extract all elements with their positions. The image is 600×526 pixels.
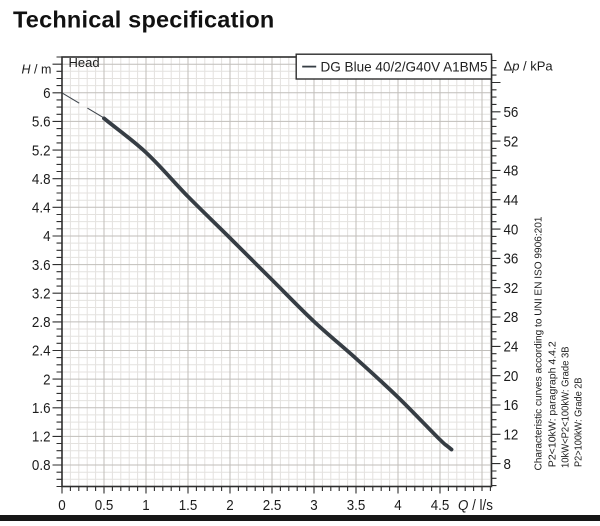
svg-text:H / m: H / m	[22, 62, 52, 76]
svg-text:2: 2	[226, 497, 233, 514]
svg-text:5.6: 5.6	[32, 114, 51, 131]
svg-text:0: 0	[58, 497, 65, 514]
svg-text:8: 8	[504, 456, 511, 473]
svg-text:24: 24	[504, 339, 519, 356]
svg-text:Characteristic curves accordin: Characteristic curves according to UNI E…	[534, 216, 545, 470]
svg-text:32: 32	[504, 280, 519, 297]
svg-text:1.2: 1.2	[32, 429, 51, 446]
svg-text:Δp / kPa: Δp / kPa	[504, 59, 554, 74]
svg-text:2.5: 2.5	[263, 497, 282, 514]
svg-text:52: 52	[504, 134, 519, 151]
svg-text:2.8: 2.8	[32, 314, 51, 331]
svg-text:0.5: 0.5	[95, 497, 114, 514]
svg-text:3: 3	[310, 497, 317, 514]
svg-text:3.2: 3.2	[32, 286, 51, 303]
svg-text:P2<10kW: paragraph 4.4.2: P2<10kW: paragraph 4.4.2	[548, 341, 559, 467]
svg-text:3.5: 3.5	[347, 497, 366, 514]
svg-text:1.6: 1.6	[32, 400, 51, 417]
svg-text:1: 1	[142, 497, 149, 514]
svg-text:DG Blue 40/2/G40V A1BM5: DG Blue 40/2/G40V A1BM5	[321, 58, 488, 74]
svg-text:4.5: 4.5	[431, 497, 450, 514]
svg-text:4: 4	[43, 228, 50, 245]
svg-text:Head: Head	[69, 55, 100, 70]
svg-text:2: 2	[43, 372, 50, 389]
svg-text:48: 48	[504, 163, 519, 180]
svg-text:28: 28	[504, 309, 519, 326]
svg-text:1.5: 1.5	[179, 497, 198, 514]
svg-text:4.8: 4.8	[32, 171, 51, 188]
svg-text:P2>100kW: Grade 2B: P2>100kW: Grade 2B	[574, 377, 585, 467]
svg-text:44: 44	[504, 192, 519, 209]
svg-text:4.4: 4.4	[32, 200, 51, 217]
svg-text:2.4: 2.4	[32, 343, 51, 360]
svg-text:10kW<P2<100kW: Grade 3B: 10kW<P2<100kW: Grade 3B	[561, 346, 572, 468]
svg-text:5.2: 5.2	[32, 143, 51, 160]
svg-text:40: 40	[504, 222, 519, 239]
svg-text:56: 56	[504, 104, 519, 121]
svg-text:20: 20	[504, 368, 519, 385]
svg-text:Technical specification: Technical specification	[13, 7, 274, 33]
svg-text:12: 12	[504, 427, 519, 444]
svg-text:0.8: 0.8	[32, 457, 51, 474]
svg-text:3.6: 3.6	[32, 257, 51, 274]
svg-text:4: 4	[394, 497, 401, 514]
svg-text:16: 16	[504, 397, 519, 414]
svg-text:Q / l/s: Q / l/s	[458, 497, 493, 514]
svg-text:6: 6	[43, 85, 50, 102]
svg-text:36: 36	[504, 251, 519, 268]
